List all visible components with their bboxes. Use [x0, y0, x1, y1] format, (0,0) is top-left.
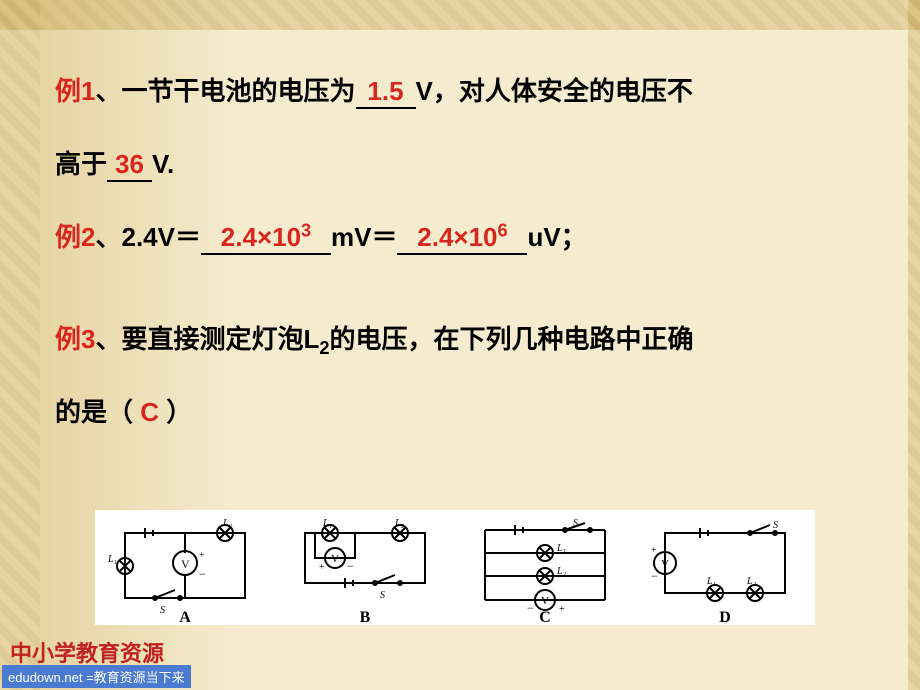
sep: 、 [95, 222, 121, 252]
example-1-label: 例1 [55, 76, 95, 106]
svg-text:L₂: L₂ [222, 518, 233, 529]
svg-text:−: − [347, 559, 354, 573]
svg-text:S: S [773, 520, 778, 531]
svg-text:L₂: L₂ [394, 518, 405, 529]
ex2-answer-1: 2.4×103 [221, 222, 311, 252]
ex1-blank-1: 1.5 [356, 76, 416, 109]
example-2-line: 例2、2.4V＝ 2.4×103 mV＝ 2.4×106 uV； [55, 201, 890, 274]
svg-text:L₁: L₁ [322, 518, 332, 529]
ex3-text-c: 的是（ [55, 397, 133, 427]
svg-text:+: + [559, 604, 565, 615]
svg-text:S: S [380, 590, 385, 601]
svg-text:−: − [527, 601, 534, 615]
svg-text:L₁: L₁ [556, 543, 566, 554]
ex2-answer-2: 2.4×106 [417, 222, 507, 252]
example-1-line-1: 例1、一节干电池的电压为 1.5 V，对人体安全的电压不 [55, 55, 890, 128]
ex3-text-a: 要直接测定灯泡L [121, 324, 319, 354]
ex3-sub: 2 [319, 339, 329, 359]
ex2-text-a: 2.4V＝ [121, 222, 201, 252]
svg-text:+: + [319, 562, 325, 573]
svg-text:L₁: L₁ [706, 576, 716, 587]
slide: 例1、一节干电池的电压为1.5V，对人体安全的电压不 高于36V. 例2、2.4… [0, 0, 920, 690]
circuit-a: L₂ V + − L₁ S A [105, 513, 265, 623]
ex1-answer-2: 36 [115, 149, 144, 179]
circuit-a-label: A [179, 609, 191, 627]
ex2-blank-1: 2.4×103 [201, 220, 331, 255]
ex2-text-c: uV； [527, 222, 586, 252]
circuit-d-label: D [719, 609, 731, 627]
ex3-answer: C [140, 397, 159, 427]
circuit-d: S V + − L₁ L₂ D [645, 513, 805, 623]
circuit-c-label: C [539, 609, 551, 627]
circuit-b: L₁ L₂ V + − S B [285, 513, 445, 623]
decorative-border-top [0, 0, 920, 30]
sep: 、 [95, 76, 121, 106]
svg-text:S: S [573, 518, 578, 529]
example-3-line-1: 例3、要直接测定灯泡L2的电压，在下列几种电路中正确 [55, 303, 890, 376]
circuit-diagrams: L₂ V + − L₁ S A [95, 510, 815, 625]
circuit-c: S L₁ L₂ V − + C [465, 513, 625, 623]
ex1-text-a: 一节干电池的电压为 [121, 76, 355, 106]
decorative-border-left [0, 0, 40, 690]
ex2-blank-2: 2.4×106 [397, 220, 527, 255]
svg-text:−: − [199, 567, 206, 581]
svg-text:L₂: L₂ [746, 576, 757, 587]
svg-text:V: V [181, 557, 190, 571]
decorative-border-right [908, 0, 920, 690]
ex3-text-d: ） [166, 397, 192, 427]
sep: 、 [95, 324, 121, 354]
footer-url: edudown.net =教育资源当下来 [2, 665, 191, 688]
example-1-line-2: 高于 36 V. [55, 128, 890, 201]
footer-logo-text: 中小学教育资源 [10, 636, 164, 668]
ex1-text-c: 高于 [55, 149, 107, 179]
svg-text:L₂: L₂ [556, 566, 567, 577]
ex1-answer-1: 1.5 [367, 76, 403, 106]
footer-logo: 中小学教育资源 edudown.net =教育资源当下来 [0, 635, 300, 690]
svg-text:S: S [160, 605, 165, 616]
svg-text:L₁: L₁ [107, 554, 117, 565]
example-3-line-2: 的是（ C ） [55, 376, 890, 449]
ex1-text-d: V. [152, 149, 174, 179]
svg-text:+: + [199, 550, 205, 561]
svg-text:+: + [651, 545, 657, 556]
ex1-text-b: V，对人体安全的电压不 [416, 76, 693, 106]
svg-text:−: − [651, 569, 658, 583]
svg-text:V: V [331, 553, 339, 565]
ex1-blank-2: 36 [107, 149, 152, 182]
circuit-b-label: B [360, 609, 371, 627]
ex3-text-b: 的电压，在下列几种电路中正确 [330, 324, 694, 354]
svg-text:V: V [661, 558, 669, 570]
example-2-label: 例2 [55, 222, 95, 252]
example-3-label: 例3 [55, 324, 95, 354]
svg-text:V: V [541, 595, 549, 607]
ex2-text-b: mV＝ [331, 222, 397, 252]
